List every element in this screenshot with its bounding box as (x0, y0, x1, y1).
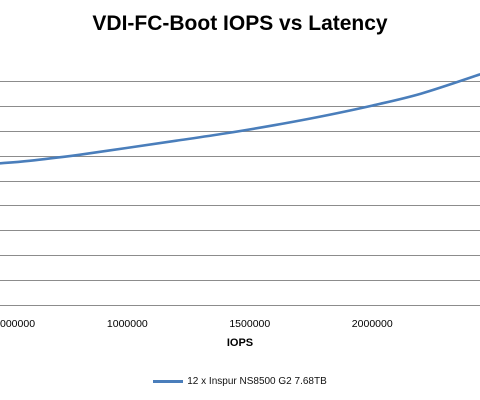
legend: 12 x Inspur NS8500 G2 7.68TB (0, 376, 480, 387)
x-tick-label-2: 1500000 (229, 318, 270, 330)
x-tick-label-3: 2000000 (352, 318, 393, 330)
x-axis-label: IOPS (226, 337, 254, 349)
x-tick-label-1: 1000000 (107, 318, 148, 330)
chart-title: VDI-FC-Boot IOPS vs Latency (92, 12, 388, 35)
x-tick-label-0: 000000 (0, 318, 35, 330)
legend-swatch (153, 380, 184, 383)
gridlines (0, 81, 480, 306)
series-layer (0, 73, 480, 165)
series-line-0 (0, 73, 480, 165)
x-tick-labels: 000000 1000000 1500000 2000000 (0, 318, 393, 330)
legend-label: 12 x Inspur NS8500 G2 7.68TB (187, 376, 327, 387)
